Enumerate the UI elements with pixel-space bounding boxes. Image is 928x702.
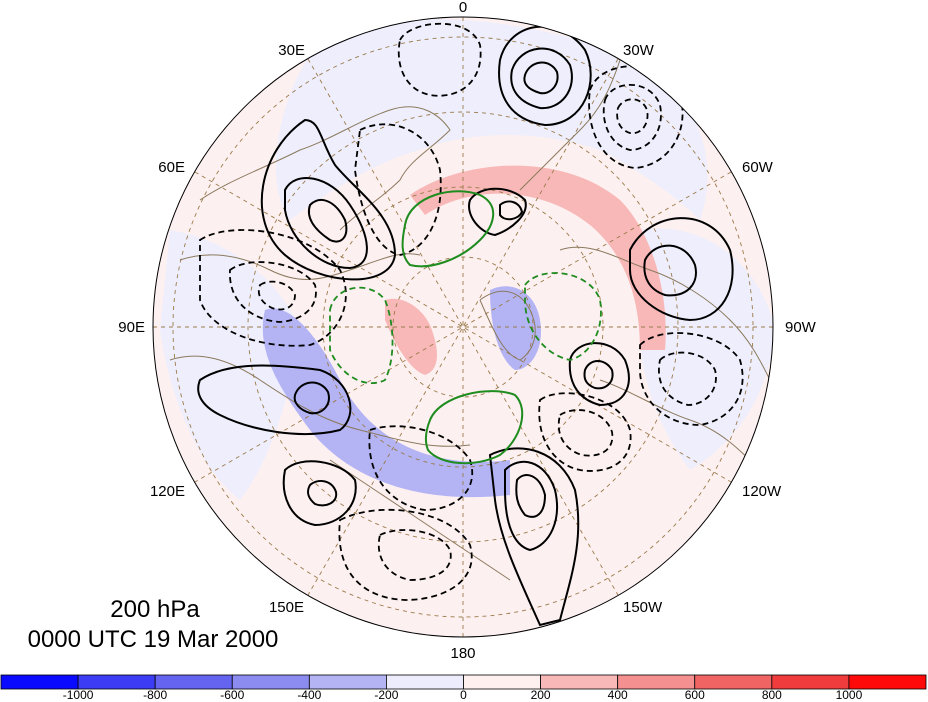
lon-label-0: 0 <box>459 0 467 16</box>
colorbar-segment <box>77 674 156 690</box>
green-contours <box>401 190 524 465</box>
pressure-level-caption: 200 hPa <box>110 596 200 623</box>
colorbar-segment <box>540 674 619 690</box>
colorbar-segment <box>154 674 233 690</box>
lon-label-30e: 30E <box>278 42 305 59</box>
colorbar-segment <box>848 674 927 690</box>
shading-blue-arc <box>262 308 510 498</box>
colorbar-tick-label: 0 <box>460 688 467 702</box>
colorbar-segment <box>0 674 79 690</box>
lon-label-180: 180 <box>450 645 475 662</box>
colorbar-tick-label: 1000 <box>836 688 863 702</box>
shading-red-central <box>385 298 437 375</box>
green-dashed-contours <box>329 272 602 385</box>
colorbar-tick-label: 800 <box>762 688 782 702</box>
lon-label-150e: 150E <box>269 599 304 616</box>
map-disc <box>153 17 773 637</box>
lon-label-90w: 90W <box>785 319 817 336</box>
positive-contours <box>197 25 734 627</box>
colorbar-segment <box>231 674 310 690</box>
valid-time-caption: 0000 UTC 19 Mar 2000 <box>28 626 279 653</box>
colorbar-tick-label: 200 <box>531 688 551 702</box>
colorbar-tick-label: -400 <box>297 688 321 702</box>
colorbar-segment <box>463 674 541 690</box>
lon-label-30w: 30W <box>623 42 655 59</box>
lon-label-60w: 60W <box>742 159 774 176</box>
shading-light-blue-north <box>275 18 708 220</box>
shading-red-arc <box>410 165 666 350</box>
colorbar-tick-label: -200 <box>374 688 398 702</box>
colorbar-segment <box>386 674 464 690</box>
lon-label-60e: 60E <box>158 159 185 176</box>
negative-contours <box>199 23 744 601</box>
lon-label-120w: 120W <box>742 483 782 500</box>
lon-label-150w: 150W <box>623 599 663 616</box>
shading-light-blue-west <box>160 230 300 500</box>
lon-label-90e: 90E <box>118 319 145 336</box>
colorbar-segment <box>308 674 387 690</box>
colorbar-tick-label: 600 <box>685 688 705 702</box>
colorbar-tick-label: -600 <box>220 688 244 702</box>
map-boundary <box>152 16 774 638</box>
colorbar-tick-label: -1000 <box>63 688 94 702</box>
lon-label-120e: 120E <box>150 483 185 500</box>
colorbar: -1000 -800 -600 -400 -200 0 200 400 600 800 1000 <box>0 674 927 702</box>
graticule <box>153 17 773 637</box>
colorbar-segment <box>771 674 850 690</box>
colorbar-segment <box>617 674 696 690</box>
colorbar-tick-label: 400 <box>608 688 628 702</box>
colorbar-segment <box>694 674 773 690</box>
colorbar-tick-label: -800 <box>143 688 167 702</box>
